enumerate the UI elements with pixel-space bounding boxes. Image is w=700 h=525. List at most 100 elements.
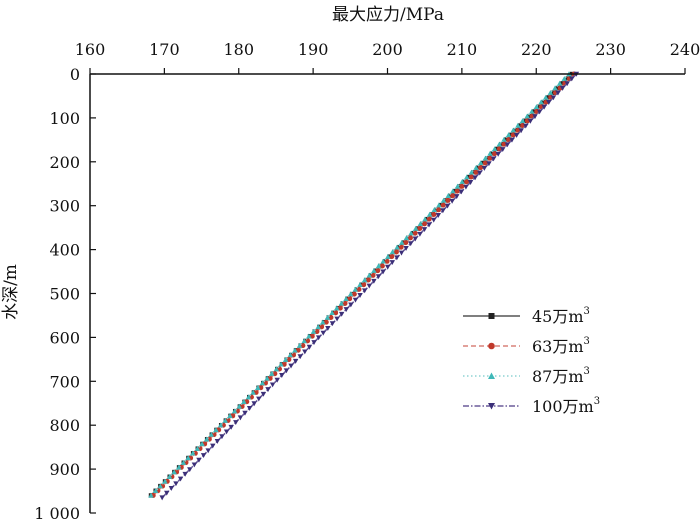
- data-point: [472, 175, 478, 181]
- legend-item: 100万m3: [463, 396, 600, 416]
- data-point: [491, 146, 498, 152]
- data-point: [237, 415, 244, 421]
- y-tick-label: 800: [49, 416, 80, 435]
- data-point: [256, 396, 262, 402]
- data-point: [523, 123, 529, 129]
- data-point: [422, 216, 428, 222]
- data-point: [357, 293, 363, 298]
- data-point: [185, 455, 191, 461]
- data-point: [524, 113, 530, 119]
- data-point: [543, 94, 549, 100]
- y-tick-label: 700: [49, 372, 80, 391]
- data-point: [422, 221, 428, 227]
- data-point: [399, 239, 405, 245]
- data-point: [242, 410, 248, 416]
- data-point: [561, 75, 568, 81]
- data-point: [501, 136, 507, 142]
- data-point: [228, 424, 234, 430]
- data-point: [348, 302, 354, 308]
- data-point: [302, 349, 308, 355]
- data-point: [204, 436, 210, 442]
- legend-swatch-marker: [488, 313, 495, 319]
- data-point: [343, 296, 349, 301]
- data-point: [510, 127, 516, 133]
- data-point: [552, 85, 558, 91]
- data-point: [199, 441, 205, 447]
- data-point: [208, 431, 215, 437]
- data-point: [450, 193, 456, 199]
- data-point: [536, 109, 543, 115]
- data-point: [245, 394, 252, 400]
- data-point: [343, 307, 349, 313]
- data-point: [394, 255, 400, 261]
- data-point: [478, 165, 484, 171]
- data-point: [269, 382, 276, 388]
- data-point: [532, 114, 538, 120]
- legend-swatch-marker: [488, 403, 495, 410]
- data-point: [459, 183, 465, 189]
- data-point: [487, 150, 493, 156]
- data-point: [431, 207, 437, 212]
- x-axis-title: 最大应力/MPa: [332, 5, 444, 25]
- data-point: [556, 80, 563, 86]
- data-point: [187, 467, 193, 473]
- data-point: [458, 189, 465, 195]
- data-point: [408, 230, 414, 236]
- data-point: [205, 448, 211, 454]
- data-point: [351, 291, 357, 297]
- data-point: [468, 174, 474, 180]
- data-point: [246, 406, 253, 411]
- legend-swatch-marker: [488, 342, 495, 350]
- data-point: [375, 274, 382, 280]
- data-point: [440, 208, 446, 214]
- data-point: [518, 128, 524, 134]
- data-point: [389, 254, 395, 260]
- data-point: [426, 222, 432, 228]
- legend-label-superscript: 3: [584, 366, 590, 377]
- data-point: [279, 373, 285, 378]
- data-point: [482, 155, 489, 161]
- legend-label-superscript: 3: [594, 396, 600, 407]
- data-point: [180, 459, 187, 465]
- data-point: [176, 464, 182, 470]
- data-point: [538, 99, 544, 105]
- legend-item: 45万m3: [463, 306, 590, 326]
- data-point: [533, 104, 540, 109]
- legend-label: 45万m3: [532, 306, 590, 326]
- data-point: [569, 76, 575, 82]
- data-point: [450, 188, 456, 194]
- plot-area: [148, 71, 580, 501]
- data-point: [473, 169, 479, 175]
- data-point: [329, 310, 335, 316]
- data-point: [440, 202, 446, 208]
- data-point: [384, 258, 390, 264]
- data-point: [222, 417, 228, 423]
- x-tick-label: 210: [447, 40, 478, 59]
- data-point: [454, 183, 461, 189]
- data-point: [159, 495, 165, 501]
- legend-item: 87万m3: [463, 366, 590, 386]
- data-point: [278, 361, 284, 367]
- data-point: [380, 258, 386, 264]
- data-point: [417, 231, 423, 237]
- data-point: [320, 319, 326, 325]
- data-point: [417, 226, 423, 232]
- data-point: [398, 250, 405, 256]
- data-point: [334, 305, 340, 311]
- data-point: [274, 377, 280, 383]
- data-point: [454, 194, 460, 200]
- data-point: [444, 203, 451, 209]
- data-point: [265, 387, 271, 393]
- data-point: [337, 305, 343, 311]
- data-point: [148, 492, 154, 498]
- data-point: [168, 486, 175, 491]
- data-point: [259, 380, 266, 386]
- data-point: [468, 169, 475, 175]
- data-point: [500, 147, 506, 153]
- data-point: [190, 450, 196, 456]
- series-2: [150, 71, 577, 498]
- data-point: [177, 476, 184, 482]
- data-point: [435, 213, 442, 218]
- data-point: [504, 142, 511, 148]
- data-point: [306, 344, 313, 350]
